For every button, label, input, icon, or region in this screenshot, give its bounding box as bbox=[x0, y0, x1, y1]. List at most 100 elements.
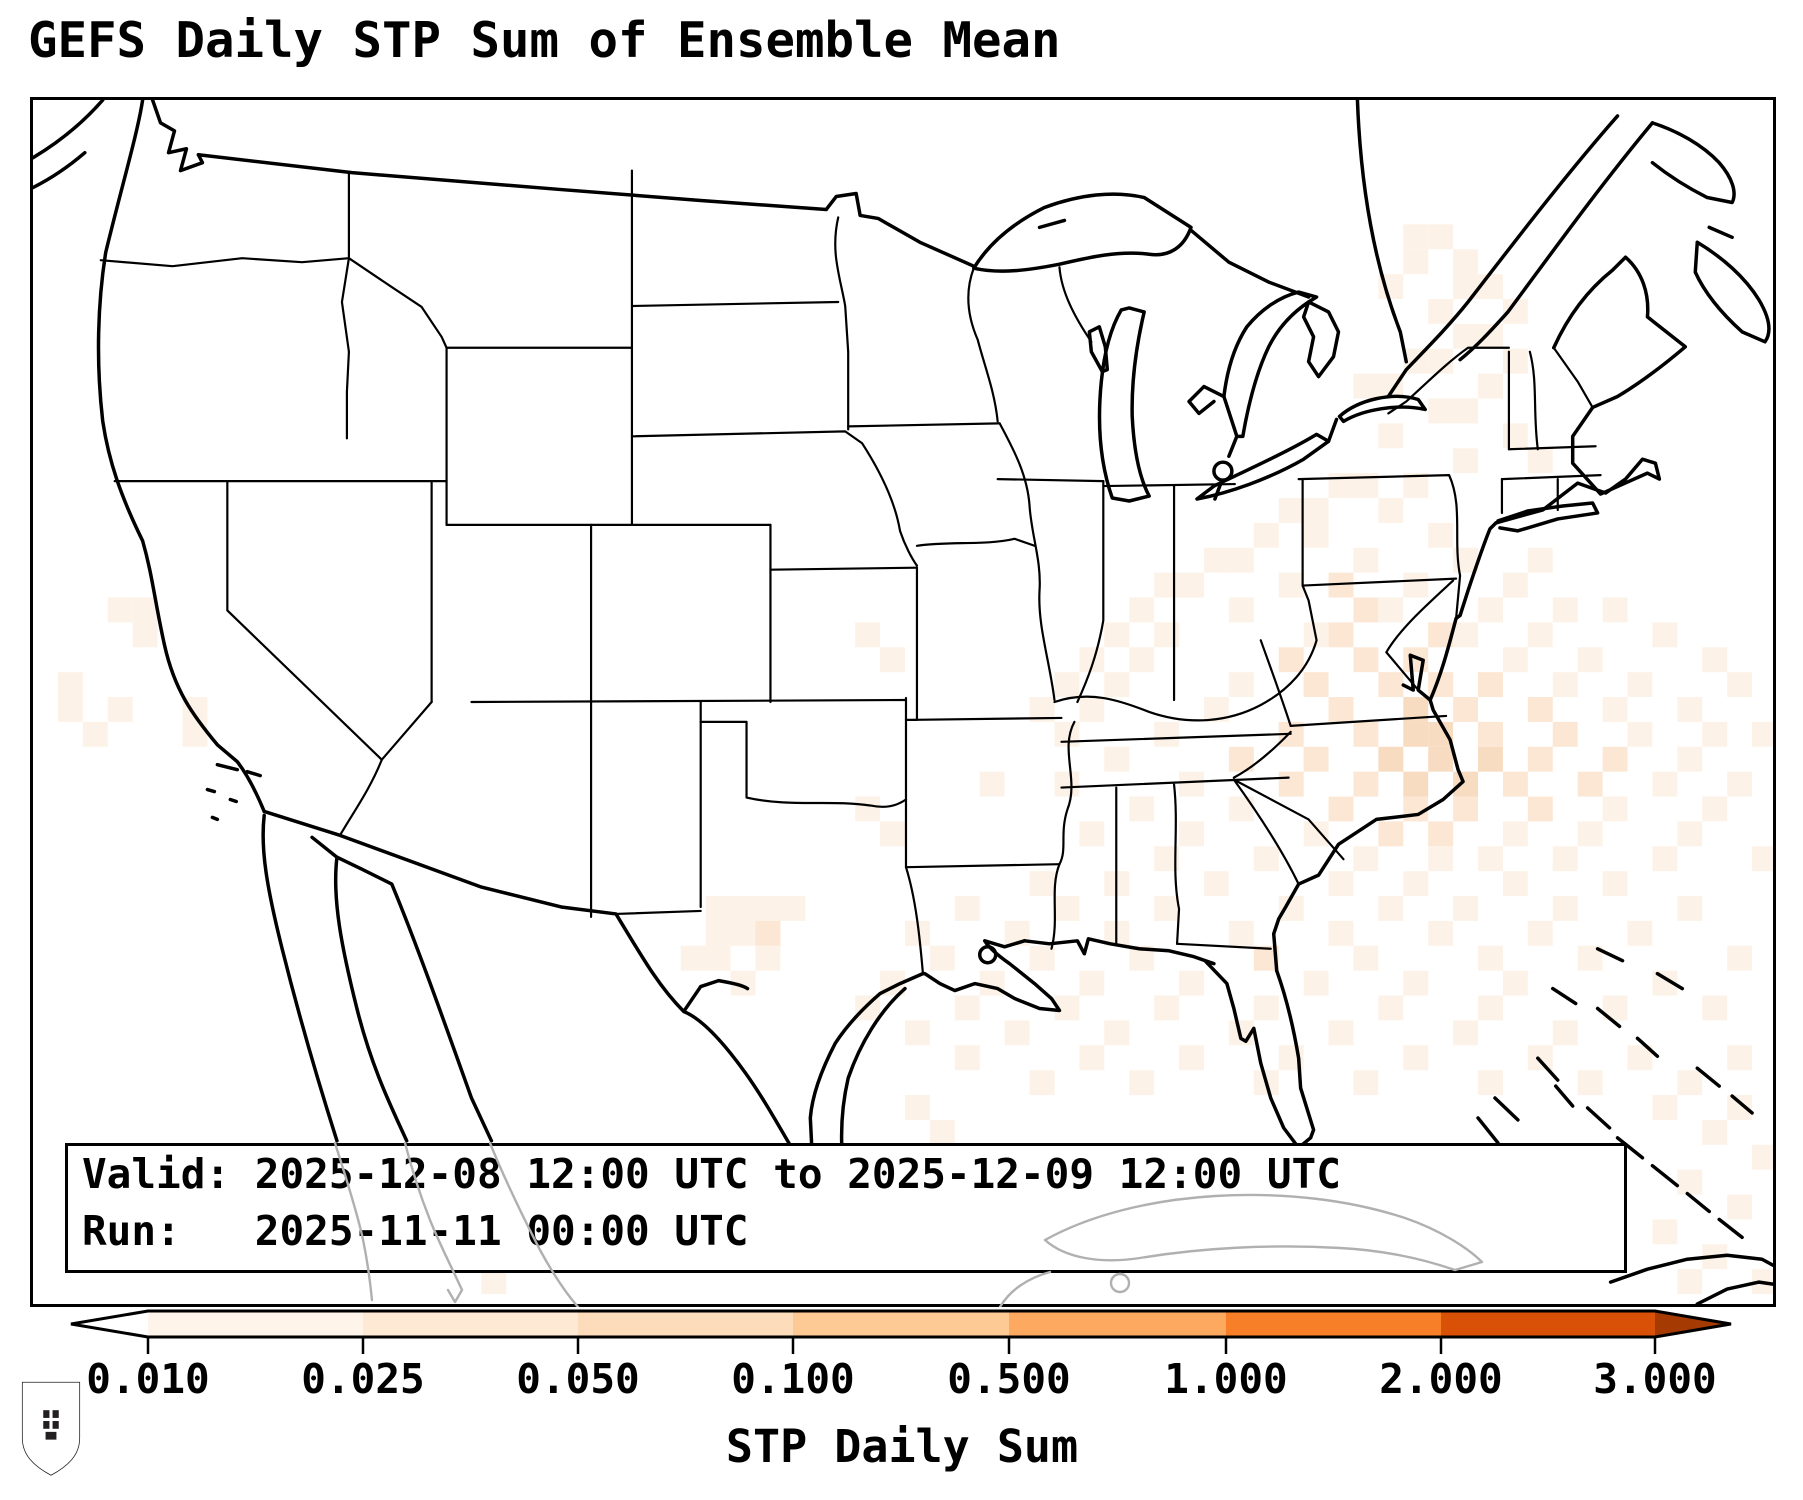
colorbar-tick-label: 0.500 bbox=[947, 1355, 1071, 1403]
stp-heatmap-cells bbox=[57, 224, 1773, 1295]
stp-cell bbox=[880, 647, 905, 673]
stp-cell bbox=[1702, 647, 1728, 673]
stp-cell bbox=[1253, 846, 1279, 872]
colorbar-segment bbox=[1441, 1311, 1655, 1337]
stp-cell bbox=[1527, 448, 1553, 474]
stp-cell bbox=[1652, 1095, 1678, 1120]
stp-cell bbox=[1104, 622, 1130, 648]
colorbar-tick-label: 0.050 bbox=[516, 1355, 640, 1403]
stp-cell bbox=[855, 796, 881, 822]
stp-cell bbox=[1403, 249, 1429, 275]
stp-cell bbox=[1054, 721, 1080, 747]
colorbar-segment bbox=[793, 1311, 1009, 1337]
stp-cell bbox=[1453, 249, 1479, 275]
stp-cell bbox=[1079, 697, 1105, 722]
stp-cell bbox=[1428, 746, 1454, 772]
stp-cell bbox=[1303, 522, 1329, 548]
stp-cell bbox=[1453, 448, 1479, 474]
stp-cell bbox=[57, 672, 83, 698]
stp-cell bbox=[1004, 1020, 1030, 1046]
valid-run-info-box: Valid: 2025-12-08 12:00 UTC to 2025-12-0… bbox=[65, 1143, 1627, 1273]
stp-cell bbox=[1502, 970, 1528, 996]
stp-cell bbox=[1403, 871, 1429, 897]
stp-cell bbox=[1054, 896, 1080, 921]
stp-cell bbox=[1577, 647, 1603, 673]
stp-cell bbox=[1727, 945, 1753, 971]
stp-cell bbox=[1428, 522, 1454, 548]
stp-cell bbox=[1303, 821, 1329, 847]
stp-cell bbox=[1353, 771, 1379, 797]
stp-cell bbox=[1378, 672, 1404, 698]
stp-cell bbox=[705, 945, 731, 971]
stp-cell bbox=[1502, 423, 1528, 449]
colorbar-segment bbox=[363, 1311, 578, 1337]
stp-cell bbox=[680, 945, 706, 971]
stp-cell bbox=[1502, 821, 1528, 847]
stp-cell bbox=[1029, 871, 1055, 897]
stp-cell bbox=[979, 771, 1005, 797]
stp-cell bbox=[1702, 995, 1728, 1021]
stp-cell bbox=[1527, 746, 1553, 772]
stp-cell bbox=[1303, 498, 1329, 523]
stp-cell bbox=[1577, 821, 1603, 847]
stp-cell bbox=[1453, 697, 1479, 722]
stp-cell bbox=[904, 1095, 930, 1120]
stp-cell bbox=[1154, 995, 1180, 1021]
stp-cell bbox=[1627, 920, 1653, 946]
stp-cell bbox=[1453, 323, 1479, 349]
stp-cell bbox=[954, 995, 980, 1021]
niu-logo-text: NIU bbox=[36, 1450, 67, 1470]
stp-cell bbox=[1478, 672, 1503, 698]
stp-cell bbox=[1154, 572, 1180, 598]
stp-cell bbox=[1752, 721, 1773, 747]
stp-cell bbox=[1478, 323, 1503, 349]
stp-cell bbox=[1428, 846, 1454, 872]
stp-cell bbox=[1328, 697, 1354, 722]
stp-cell bbox=[1403, 970, 1429, 996]
stp-cell bbox=[904, 1020, 930, 1046]
stp-cell bbox=[1179, 970, 1204, 996]
stp-cell bbox=[1403, 1045, 1429, 1071]
stp-cell bbox=[1453, 896, 1479, 921]
stp-cell bbox=[1378, 423, 1404, 449]
page-title: GEFS Daily STP Sum of Ensemble Mean bbox=[28, 12, 1061, 69]
stp-cell bbox=[1502, 771, 1528, 797]
stp-cell bbox=[1104, 1020, 1130, 1046]
stp-cell bbox=[1253, 995, 1279, 1021]
stp-cell bbox=[1502, 647, 1528, 673]
stp-cell bbox=[1228, 597, 1254, 623]
stp-cell bbox=[107, 697, 133, 722]
stp-cell bbox=[1577, 1070, 1603, 1096]
colorbar bbox=[70, 1309, 1732, 1354]
stp-cell bbox=[1428, 299, 1454, 324]
coastline-layer bbox=[33, 100, 1773, 1304]
run-line: Run: 2025-11-11 00:00 UTC bbox=[82, 1207, 749, 1255]
stp-cell bbox=[1353, 373, 1379, 399]
stp-cell bbox=[1602, 746, 1628, 772]
stp-cell bbox=[1353, 721, 1379, 747]
stp-cell bbox=[1602, 796, 1628, 822]
stp-cell bbox=[1328, 1020, 1354, 1046]
stp-cell bbox=[1328, 920, 1354, 946]
colorbar-tick-label: 0.025 bbox=[301, 1355, 425, 1403]
colorbar-segment bbox=[148, 1311, 363, 1337]
stp-cell bbox=[1552, 721, 1578, 747]
stp-cell bbox=[1652, 771, 1678, 797]
stp-cell bbox=[1502, 871, 1528, 897]
colorbar-tick-label: 3.000 bbox=[1593, 1355, 1717, 1403]
stp-cell bbox=[1478, 995, 1503, 1021]
stp-cell bbox=[1552, 597, 1578, 623]
stp-cell bbox=[1154, 721, 1180, 747]
stp-cell bbox=[1527, 622, 1553, 648]
stp-cell bbox=[1478, 721, 1503, 747]
stp-cell bbox=[1378, 995, 1404, 1021]
stp-cell bbox=[1378, 896, 1404, 921]
stp-cell bbox=[1552, 1020, 1578, 1046]
stp-cell bbox=[1478, 373, 1503, 399]
stp-cell bbox=[1129, 647, 1155, 673]
stp-cell bbox=[1527, 796, 1553, 822]
colorbar-tick-label: 0.010 bbox=[86, 1355, 210, 1403]
stp-cell bbox=[1453, 622, 1479, 648]
stp-cell bbox=[132, 622, 158, 648]
stp-cell bbox=[1378, 498, 1404, 523]
